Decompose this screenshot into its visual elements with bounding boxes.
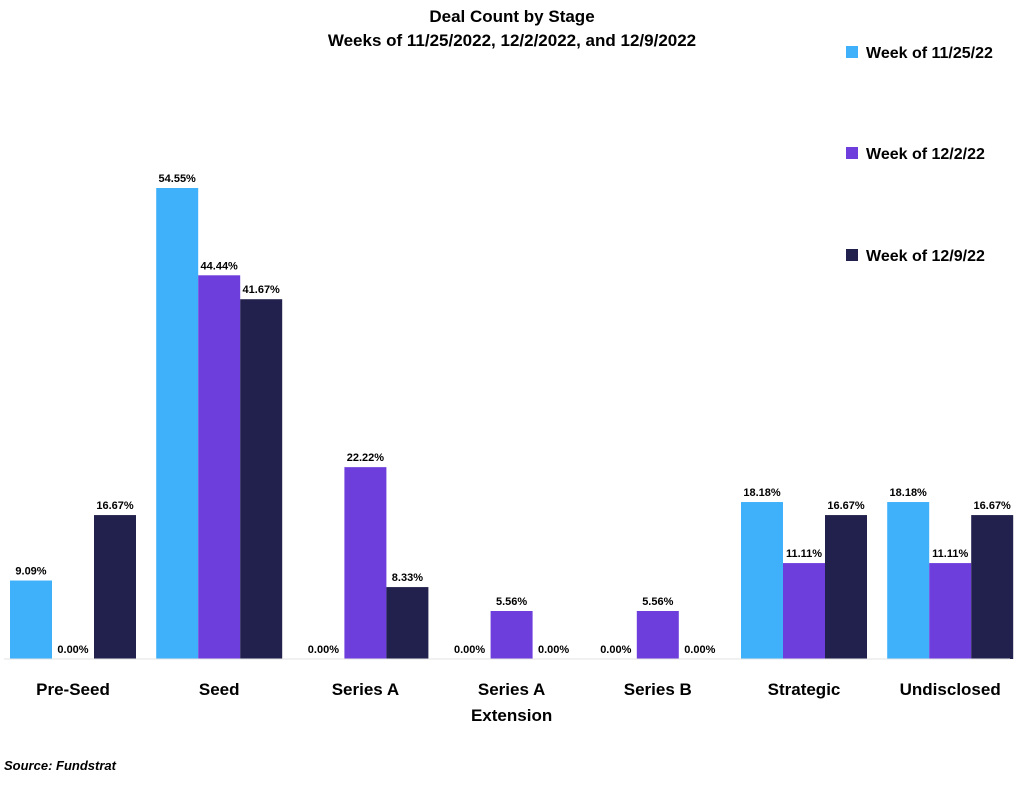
- data-label-strategic-series-1: 18.18%: [743, 487, 781, 499]
- legend-label-series-1: Week of 11/25/22: [866, 45, 993, 62]
- data-label-pre-seed-series-3: 16.67%: [96, 500, 134, 512]
- data-label-series-b-series-1: 0.00%: [600, 644, 631, 656]
- bar-series-a-extension-series-2: [490, 610, 533, 659]
- x-tick-label-series-a: Series A: [332, 680, 399, 699]
- bar-pre-seed-series-3: [94, 515, 136, 659]
- data-label-series-a-extension-series-2: 5.56%: [496, 596, 527, 608]
- chart-subtitle: Weeks of 11/25/2022, 12/2/2022, and 12/9…: [327, 31, 697, 50]
- data-label-seed-series-1: 54.55%: [159, 173, 197, 185]
- data-label-undisclosed-series-3: 16.67%: [974, 500, 1012, 512]
- bar-seed-series-3: [240, 299, 283, 659]
- x-tick-label-seed: Seed: [199, 680, 240, 699]
- bar-seed-series-2: [198, 275, 241, 659]
- legend-swatch-series-1: [846, 46, 858, 58]
- x-tick-label-undisclosed: Undisclosed: [900, 680, 1001, 699]
- data-label-pre-seed-series-2: 0.00%: [57, 644, 88, 656]
- data-label-undisclosed-series-1: 18.18%: [890, 487, 928, 499]
- bar-seed-series-1: [156, 188, 199, 659]
- x-tick-label-series-a-extension-line-2: Extension: [471, 706, 552, 725]
- source-note: Source: Fundstrat: [4, 758, 116, 773]
- legend-swatch-series-3: [846, 249, 858, 261]
- bar-pre-seed-series-1: [10, 580, 52, 659]
- data-label-series-a-extension-series-3: 0.00%: [538, 644, 569, 656]
- x-tick-label-series-a-extension-line-1: Series A: [478, 680, 545, 699]
- data-label-series-a-series-3: 8.33%: [392, 572, 423, 584]
- data-label-strategic-series-2: 11.11%: [786, 548, 822, 560]
- bar-strategic-series-2: [783, 563, 825, 659]
- bar-series-a-series-3: [386, 587, 429, 659]
- data-label-strategic-series-3: 16.67%: [827, 500, 865, 512]
- bar-undisclosed-series-1: [887, 502, 930, 659]
- legend-label-series-3: Week of 12/9/22: [866, 248, 985, 265]
- data-label-series-b-series-2: 5.56%: [642, 596, 673, 608]
- bar-strategic-series-1: [741, 502, 783, 659]
- legend-label-series-2: Week of 12/2/22: [866, 146, 985, 163]
- bar-strategic-series-3: [825, 515, 867, 659]
- x-tick-label-series-b: Series B: [624, 680, 692, 699]
- chart-title: Deal Count by Stage: [429, 7, 595, 26]
- x-tick-label-pre-seed: Pre-Seed: [36, 680, 110, 699]
- bar-series-a-series-2: [344, 467, 387, 659]
- data-label-pre-seed-series-1: 9.09%: [15, 566, 46, 578]
- data-label-undisclosed-series-2: 11.11%: [932, 548, 968, 560]
- bar-undisclosed-series-3: [971, 515, 1014, 659]
- data-label-series-a-extension-series-1: 0.00%: [454, 644, 485, 656]
- x-tick-label-strategic: Strategic: [768, 680, 841, 699]
- data-label-series-b-series-3: 0.00%: [684, 644, 715, 656]
- data-label-series-a-series-2: 22.22%: [347, 452, 385, 464]
- legend-swatch-series-2: [846, 147, 858, 159]
- data-label-seed-series-3: 41.67%: [243, 284, 281, 296]
- data-label-seed-series-2: 44.44%: [201, 260, 239, 272]
- bar-undisclosed-series-2: [929, 563, 972, 659]
- bar-series-b-series-2: [636, 610, 679, 659]
- data-label-series-a-series-1: 0.00%: [308, 644, 339, 656]
